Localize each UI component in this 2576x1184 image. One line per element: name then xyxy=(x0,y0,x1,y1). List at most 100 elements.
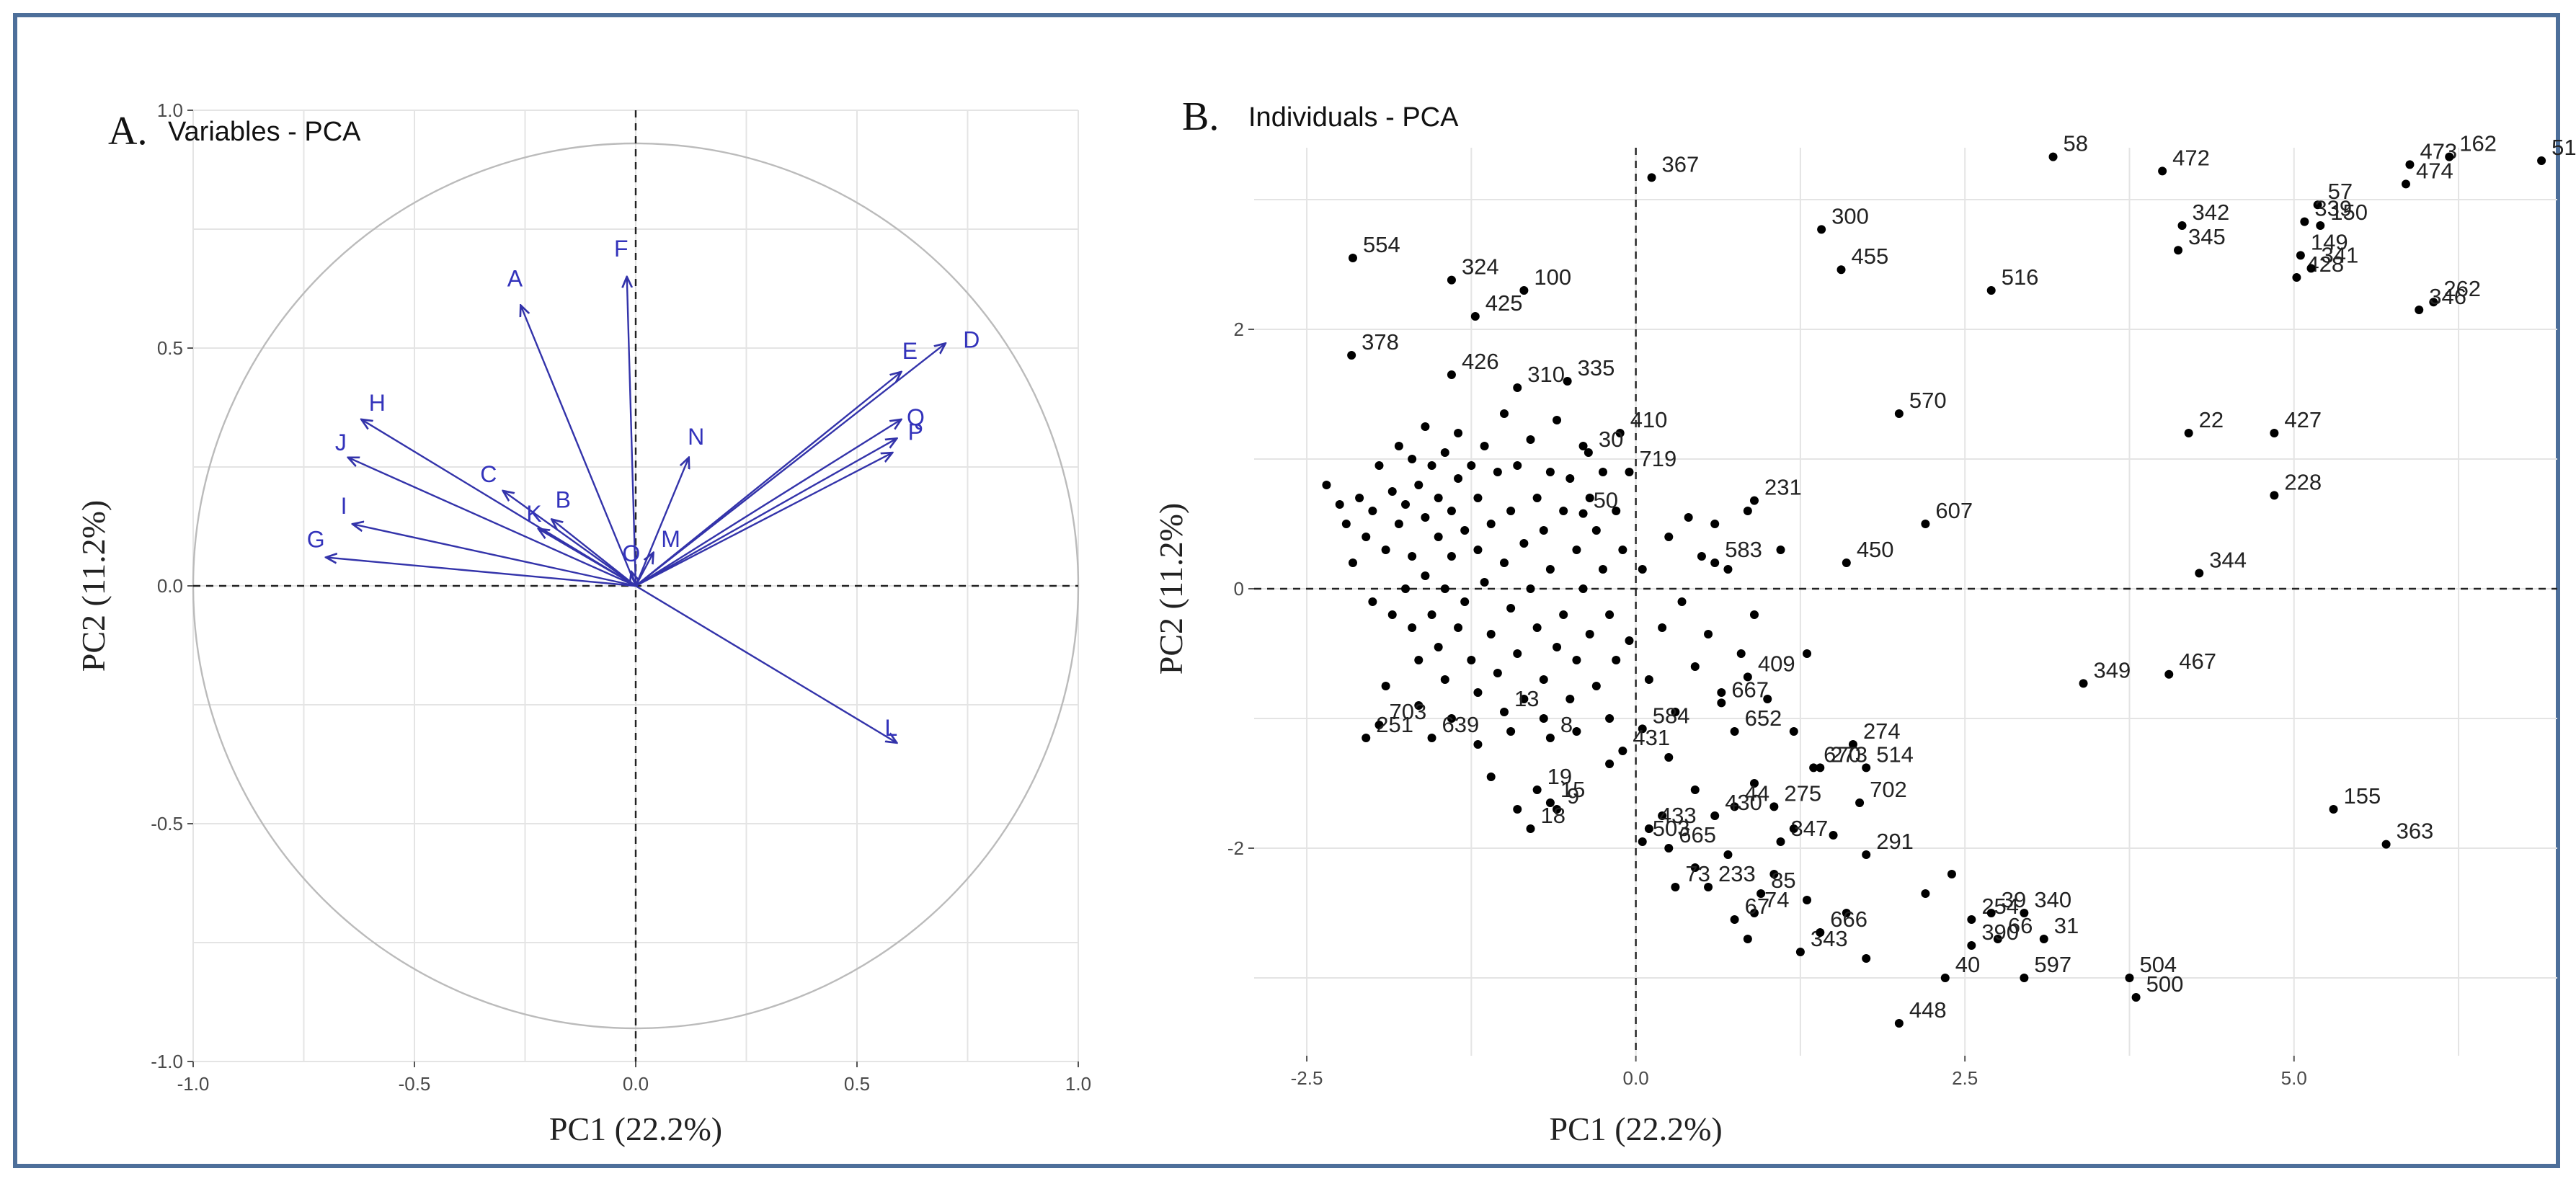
variable-label-O: O xyxy=(622,540,640,566)
point-label: 9 xyxy=(1567,783,1579,809)
data-point xyxy=(1447,275,1456,285)
data-point xyxy=(1612,507,1621,515)
data-point xyxy=(1710,811,1720,820)
point-label: 150 xyxy=(2330,200,2368,225)
data-point xyxy=(1578,584,1588,593)
point-label: 514 xyxy=(1876,742,1914,767)
point-label: 639 xyxy=(1442,712,1480,737)
data-point xyxy=(2300,217,2309,226)
data-point xyxy=(1335,500,1344,509)
point-label: 233 xyxy=(1718,861,1756,886)
point-label: 67 xyxy=(1745,894,1769,919)
loading-arrow-F xyxy=(627,277,637,587)
variable-label-D: D xyxy=(963,326,980,352)
data-point xyxy=(1563,377,1572,386)
data-point xyxy=(1862,763,1871,773)
data-point xyxy=(1460,597,1470,606)
data-point xyxy=(1605,714,1615,723)
variable-label-K: K xyxy=(526,501,541,527)
data-point xyxy=(1618,546,1627,554)
data-point xyxy=(2131,993,2141,1002)
panel-b-individuals-pca: -2.5 0.0 2.5 5.0 -2 0 2 B. Individuals - PCA PC1 … xyxy=(1152,94,2576,1147)
data-point xyxy=(1842,558,1851,567)
x-tick-label: -0.5 xyxy=(399,1073,431,1095)
data-point xyxy=(1638,724,1647,734)
data-point xyxy=(1447,370,1456,379)
data-point xyxy=(1817,225,1826,234)
data-point xyxy=(2158,166,2167,176)
data-point xyxy=(1506,727,1516,736)
data-point xyxy=(1743,507,1752,515)
data-point xyxy=(1605,760,1615,768)
data-point xyxy=(1493,669,1502,677)
x-tick-label: 2.5 xyxy=(1952,1067,1978,1089)
data-point xyxy=(1618,747,1627,755)
data-point xyxy=(2429,298,2438,307)
loading-arrow-A xyxy=(520,306,637,587)
point-label: 363 xyxy=(2397,819,2434,844)
data-point xyxy=(1519,695,1529,703)
y-tick-label: 1.0 xyxy=(157,99,183,121)
x-tick-label: -2.5 xyxy=(1291,1067,1323,1089)
point-label: 85 xyxy=(1771,868,1795,893)
data-point xyxy=(1473,546,1483,554)
variable-label-B: B xyxy=(556,487,571,513)
data-point xyxy=(2296,251,2305,260)
data-point xyxy=(1368,597,1377,606)
panel-title: Individuals - PCA xyxy=(1248,102,1459,133)
variable-label-P: P xyxy=(908,419,923,445)
point-label: 409 xyxy=(1758,651,1795,676)
data-point xyxy=(1605,610,1615,619)
point-label: 426 xyxy=(1462,349,1499,374)
point-label: 430 xyxy=(1725,790,1762,815)
data-point xyxy=(1499,708,1509,716)
data-point xyxy=(1816,928,1825,937)
data-point xyxy=(1408,455,1417,463)
data-point xyxy=(1585,630,1594,638)
data-point xyxy=(1394,520,1403,528)
data-point xyxy=(1381,546,1390,554)
data-point xyxy=(1427,734,1436,742)
point-label: 39 xyxy=(2002,887,2026,912)
y-tick-label: -2 xyxy=(1227,837,1244,859)
point-label: 341 xyxy=(2321,242,2358,267)
data-point xyxy=(1591,682,1601,690)
point-label: 155 xyxy=(2344,783,2381,809)
data-point xyxy=(1829,831,1838,840)
data-point xyxy=(2048,152,2058,161)
data-point xyxy=(1421,513,1430,522)
data-point xyxy=(1572,546,1581,554)
point-label: 702 xyxy=(1870,777,1907,802)
data-point xyxy=(1658,623,1667,632)
data-point xyxy=(1704,883,1713,891)
data-point xyxy=(1743,935,1752,943)
data-point xyxy=(2316,221,2325,230)
point-label: 503 xyxy=(1653,816,1690,841)
point-label: 40 xyxy=(1955,952,1980,977)
point-label: 512 xyxy=(2551,135,2576,160)
data-point xyxy=(1539,675,1548,684)
data-point xyxy=(1526,435,1535,444)
data-point xyxy=(1730,802,1739,811)
data-point xyxy=(2306,264,2316,273)
data-point xyxy=(1454,474,1463,483)
data-point xyxy=(1776,837,1785,846)
data-point xyxy=(1789,727,1798,736)
data-point xyxy=(1625,636,1634,645)
point-label: 339 xyxy=(2314,196,2352,221)
point-label: 44 xyxy=(1745,780,1769,806)
point-label: 300 xyxy=(1831,203,1869,228)
data-point xyxy=(1677,597,1687,606)
data-point xyxy=(1717,688,1726,697)
point-label: 433 xyxy=(1659,803,1697,828)
data-point xyxy=(1710,558,1720,567)
data-point xyxy=(1347,351,1356,360)
data-point xyxy=(1723,850,1733,859)
data-point xyxy=(1671,883,1680,891)
point-label: 516 xyxy=(2002,264,2039,290)
point-label: 262 xyxy=(2443,276,2481,301)
data-point xyxy=(1638,565,1647,574)
point-label: 474 xyxy=(2416,158,2453,183)
point-label: 251 xyxy=(1376,712,1413,737)
variable-label-C: C xyxy=(480,461,497,487)
